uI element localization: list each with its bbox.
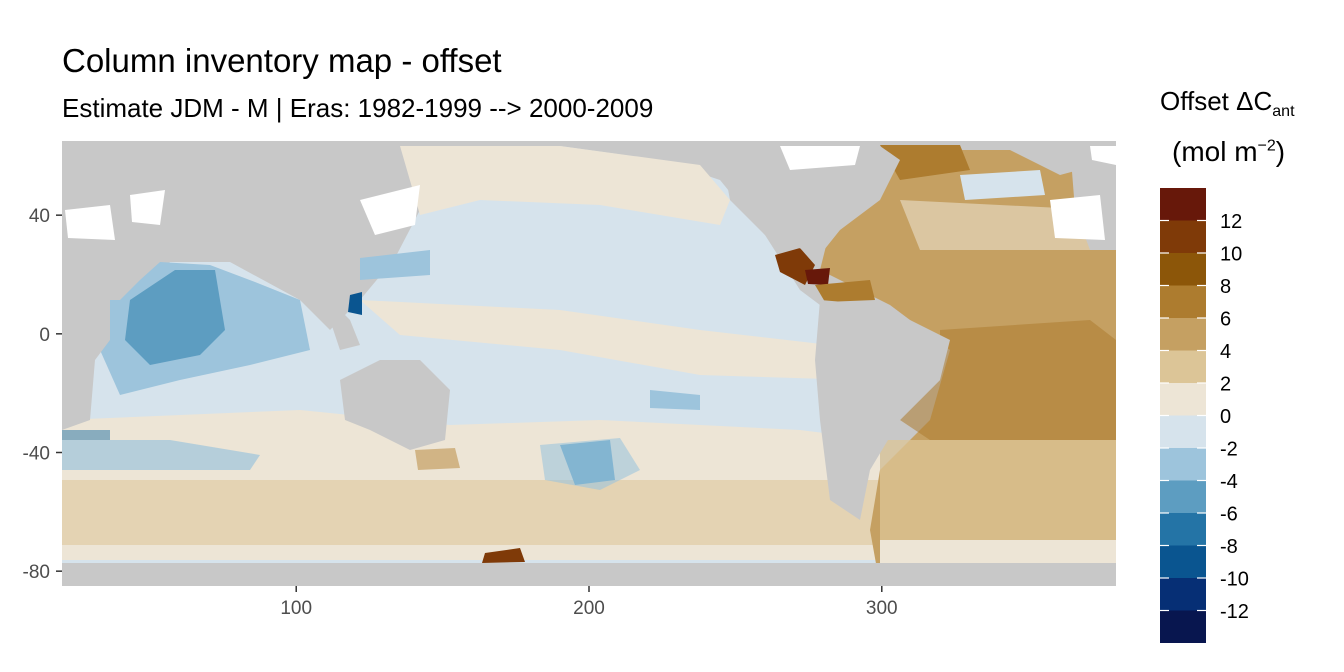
legend-unit-close: ) bbox=[1275, 136, 1286, 167]
legend-label: 4 bbox=[1220, 341, 1231, 363]
indonesia-land bbox=[300, 300, 360, 350]
caribbean-sea-positive bbox=[815, 280, 875, 302]
map-panel bbox=[62, 141, 1116, 586]
no-data-patch bbox=[1050, 195, 1105, 240]
x-tick-label: 100 bbox=[280, 598, 312, 619]
ross-sea-positive bbox=[482, 548, 525, 563]
south-pacific-negative bbox=[540, 438, 640, 490]
southern-indian-negative bbox=[62, 440, 260, 470]
legend-swatch-end bbox=[1160, 610, 1206, 643]
southern-ocean-positive-streak bbox=[62, 480, 880, 545]
legend-unit-main: (mol m bbox=[1172, 136, 1258, 167]
no-data-patch bbox=[65, 205, 115, 240]
legend-label: -2 bbox=[1220, 439, 1238, 461]
legend-label: 6 bbox=[1220, 309, 1231, 331]
y-tick-label: 40 bbox=[29, 206, 50, 227]
legend-title-subscript: ant bbox=[1272, 103, 1295, 121]
indonesia-negative-spot bbox=[348, 292, 362, 315]
no-data-patch bbox=[130, 190, 165, 225]
ocean-field bbox=[62, 145, 1116, 586]
eurasia-africa-land bbox=[62, 146, 400, 300]
equatorial-pacific-band bbox=[360, 300, 860, 380]
arabian-sea-negative bbox=[125, 270, 225, 365]
south-america-land bbox=[815, 300, 950, 520]
no-data-patch bbox=[1090, 146, 1116, 165]
north-america-land bbox=[720, 146, 900, 255]
legend-swatch bbox=[1160, 253, 1206, 286]
legend-label: -12 bbox=[1220, 601, 1249, 623]
chart-subtitle: Estimate JDM - M | Eras: 1982-1999 --> 2… bbox=[62, 93, 654, 123]
legend-label: 0 bbox=[1220, 406, 1231, 428]
legend-colorbar: 12 10 8 6 4 2 0 -2 -4 -6 -8 -10 -12 bbox=[1160, 188, 1249, 643]
north-pacific-band bbox=[400, 146, 730, 225]
kuroshio-negative bbox=[360, 250, 430, 280]
legend-swatch bbox=[1160, 545, 1206, 579]
x-tick-label: 200 bbox=[573, 598, 605, 619]
legend-unit-exponent: −2 bbox=[1257, 137, 1276, 155]
legend-swatch bbox=[1160, 513, 1206, 546]
legend-swatch bbox=[1160, 578, 1206, 611]
legend-swatch bbox=[1160, 220, 1206, 254]
legend-swatch bbox=[1160, 318, 1206, 351]
southern-indian-streak bbox=[62, 430, 110, 440]
no-data-patch bbox=[780, 146, 860, 170]
north-atlantic-negative bbox=[960, 170, 1045, 200]
y-tick-label: 0 bbox=[39, 325, 50, 346]
y-axis: 40 0 -40 -80 bbox=[23, 206, 62, 583]
legend-label: 10 bbox=[1220, 244, 1242, 266]
antarctica-land bbox=[62, 563, 1116, 586]
y-tick-label: -40 bbox=[23, 444, 50, 465]
tasman-positive bbox=[415, 448, 460, 470]
legend-swatch bbox=[1160, 383, 1206, 416]
chart-title: Column inventory map - offset bbox=[62, 42, 502, 79]
x-tick-label: 300 bbox=[866, 598, 898, 619]
caribbean-positive bbox=[805, 268, 830, 285]
legend-swatch bbox=[1160, 415, 1206, 449]
legend-label: -10 bbox=[1220, 569, 1249, 591]
legend-label: -8 bbox=[1220, 536, 1238, 558]
legend-unit: (mol m−2) bbox=[1172, 136, 1285, 168]
legend-title: Offset ΔCant bbox=[1160, 86, 1295, 121]
east-pacific-negative bbox=[650, 390, 700, 410]
legend-swatch bbox=[1160, 480, 1206, 514]
legend-swatch bbox=[1160, 285, 1206, 319]
x-axis: 100 200 300 bbox=[280, 586, 898, 619]
legend-label: -4 bbox=[1220, 471, 1238, 493]
y-tick-label: -80 bbox=[23, 562, 50, 583]
labrador-positive bbox=[880, 145, 970, 180]
legend-label: 8 bbox=[1220, 276, 1231, 298]
legend-swatch bbox=[1160, 350, 1206, 384]
legend-swatch bbox=[1160, 188, 1206, 221]
africa-east-land bbox=[62, 300, 110, 430]
legend-swatch bbox=[1160, 448, 1206, 481]
gulf-of-mexico-positive bbox=[775, 248, 815, 285]
australia-land bbox=[340, 360, 450, 450]
legend-label: 12 bbox=[1220, 211, 1242, 233]
legend-label: -6 bbox=[1220, 504, 1238, 526]
legend-label: 2 bbox=[1220, 374, 1231, 396]
legend-title-main: Offset ΔC bbox=[1160, 86, 1273, 116]
south-atlantic-positive-core bbox=[900, 320, 1116, 440]
no-data-patch bbox=[360, 185, 420, 235]
